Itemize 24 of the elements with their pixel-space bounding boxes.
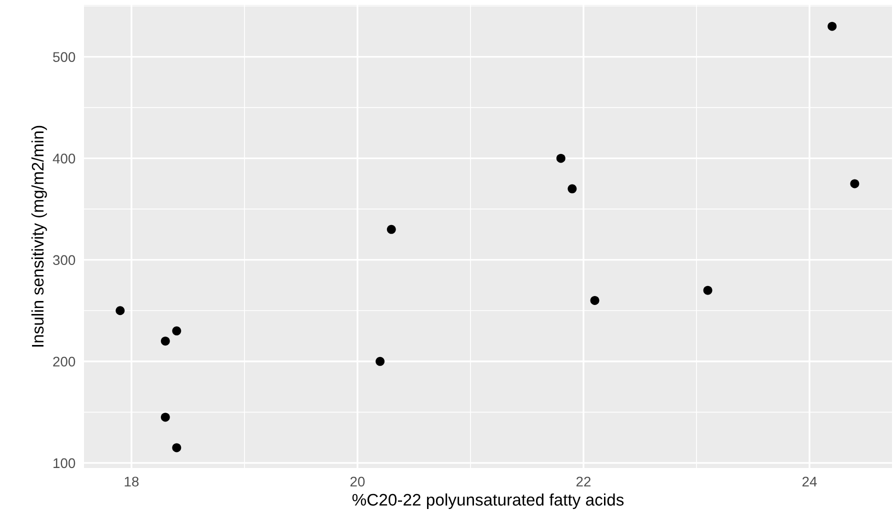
x-tick-label: 18 <box>124 476 139 487</box>
point <box>160 412 170 422</box>
x-tick-label: 22 <box>576 476 591 486</box>
point <box>850 179 860 188</box>
y-tick-label: 300 <box>53 255 76 266</box>
y-tick-label: 100 <box>54 458 76 468</box>
y-tick-label: 400 <box>52 154 76 164</box>
point <box>703 286 712 295</box>
point <box>590 296 600 305</box>
x-tick-label: 24 <box>802 476 817 486</box>
point <box>556 154 566 163</box>
point <box>116 306 125 316</box>
y-tick-label: 200 <box>53 356 76 367</box>
point <box>160 336 170 346</box>
x-axis-title: %C20-22 polyunsaturated fatty acids <box>352 493 624 509</box>
x-tick-label: 20 <box>350 476 365 487</box>
point <box>172 443 182 452</box>
point <box>172 326 182 336</box>
point <box>568 184 577 194</box>
point <box>376 356 385 366</box>
y-tick-label: 500 <box>53 52 76 62</box>
point <box>828 22 837 31</box>
point <box>386 224 396 234</box>
y-axis-title: Insulin sensitivity (mg/m2/min) <box>31 126 47 347</box>
